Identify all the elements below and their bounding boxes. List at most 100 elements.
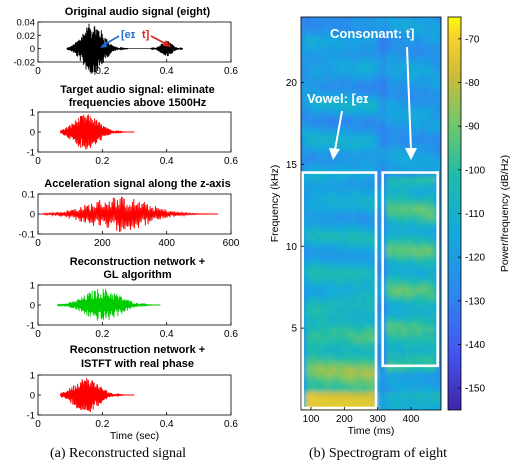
spectrogram-cell — [376, 82, 382, 88]
spectrogram-cell — [361, 207, 367, 213]
spectrogram-cell — [341, 252, 347, 258]
spectrogram-cell — [361, 87, 367, 93]
spectrogram-cell — [371, 22, 377, 28]
spectrogram-cell — [411, 157, 417, 163]
spectrogram-cell — [416, 277, 422, 283]
spectrogram-cell — [436, 402, 441, 408]
spectrogram-cell — [316, 232, 322, 238]
spectrogram-cell — [316, 247, 322, 253]
spectrogram-cell — [306, 392, 312, 398]
spectrogram-cell — [316, 127, 322, 133]
spectrogram-cell — [371, 77, 377, 83]
spectrogram-cell — [321, 47, 327, 53]
spectrogram-cell — [361, 212, 367, 218]
spectrogram-cell — [406, 287, 412, 293]
spectrogram-cell — [371, 282, 377, 288]
spectrogram-cell — [386, 247, 392, 253]
spectrogram-cell — [316, 222, 322, 228]
spectrogram-cell — [371, 337, 377, 343]
spectrogram-cell — [391, 387, 397, 393]
spectrogram-cell — [341, 302, 347, 308]
spectrogram-cell — [356, 117, 362, 123]
spectrogram-cell — [351, 87, 357, 93]
spectrogram-cell — [426, 62, 432, 68]
spectrogram-cell — [346, 222, 352, 228]
spectrogram-cell — [331, 327, 337, 333]
spectrogram-cell — [336, 82, 342, 88]
spectrogram-cell — [331, 227, 337, 233]
spectrogram-cell — [391, 312, 397, 318]
spectrogram-cell — [401, 72, 407, 78]
spectrogram-cell — [431, 67, 437, 73]
spectrogram-cell — [366, 312, 372, 318]
spectrogram-cell — [326, 67, 332, 73]
spectrogram-cell — [406, 137, 412, 143]
x-tick-label: 0 — [35, 156, 41, 167]
spectrogram-cell — [331, 297, 337, 303]
spectrogram-cell — [401, 202, 407, 208]
spectrogram-cell — [341, 372, 347, 378]
spectrogram-cell — [431, 262, 437, 268]
spectrogram-cell — [311, 137, 317, 143]
spectrogram-cell — [371, 372, 377, 378]
spectrogram-cell — [321, 237, 327, 243]
spectrogram-cell — [306, 312, 312, 318]
spectrogram-cell — [401, 177, 407, 183]
spectrogram-cell — [416, 222, 422, 228]
spectrogram-cell — [386, 87, 392, 93]
spectrogram-cell — [346, 32, 352, 38]
spectrogram-cell — [331, 137, 337, 143]
spectrogram-cell — [336, 307, 342, 313]
spectrogram-cell — [336, 217, 342, 223]
spectrogram-cell — [411, 32, 417, 38]
spectrogram-cell — [321, 397, 327, 403]
spectrogram-cell — [421, 17, 427, 23]
spectrogram-cell — [321, 92, 327, 98]
spectrogram-cell — [421, 167, 427, 173]
spectrogram-cell — [366, 257, 372, 263]
spectrogram-cell — [321, 257, 327, 263]
spectrogram-cell — [436, 82, 441, 88]
spectrogram-cell — [346, 347, 352, 353]
spectrogram-cell — [341, 257, 347, 263]
spectrogram-cell — [311, 37, 317, 43]
spectrogram-cell — [401, 237, 407, 243]
spectrogram-cell — [356, 102, 362, 108]
spectrogram-cell — [311, 127, 317, 133]
spectrogram-cell — [386, 137, 392, 143]
spectrogram-cell — [381, 32, 387, 38]
spectrogram-cell — [331, 37, 337, 43]
spectrogram-cell — [311, 157, 317, 163]
spectrogram-cell — [351, 172, 357, 178]
spectrogram-cell — [356, 17, 362, 23]
spectrogram-cell — [326, 352, 332, 358]
spectrogram-cell — [311, 112, 317, 118]
spectrogram-cell — [391, 307, 397, 313]
spectrogram-cell — [351, 152, 357, 158]
spectrogram-cell — [351, 257, 357, 263]
spectrogram-cell — [351, 337, 357, 343]
spectrogram-cell — [311, 307, 317, 313]
spectrogram-cell — [301, 67, 307, 73]
spectrogram-cell — [341, 162, 347, 168]
spectrogram-cell — [396, 32, 402, 38]
spectrogram-cell — [391, 397, 397, 403]
spectrogram-cell — [336, 57, 342, 63]
spectrogram-cell — [376, 382, 382, 388]
spectrogram-cell — [431, 322, 437, 328]
spectrogram-cell — [356, 382, 362, 388]
spectrogram-cell — [351, 352, 357, 358]
spectrogram-cell — [371, 87, 377, 93]
spectrogram-cell — [306, 377, 312, 383]
spectrogram-cell — [426, 277, 432, 283]
panel-title: Original audio signal (eight) — [65, 6, 211, 18]
spectrogram-cell — [361, 332, 367, 338]
spectrogram-cell — [326, 187, 332, 193]
spectrogram-cell — [311, 47, 317, 53]
spectrogram-cell — [321, 22, 327, 28]
x-tick-label: 0.2 — [95, 329, 109, 340]
spectrogram-cell — [316, 392, 322, 398]
spectrogram-cell — [331, 312, 337, 318]
spectrogram-cell — [351, 77, 357, 83]
spectrogram-cell — [326, 72, 332, 78]
